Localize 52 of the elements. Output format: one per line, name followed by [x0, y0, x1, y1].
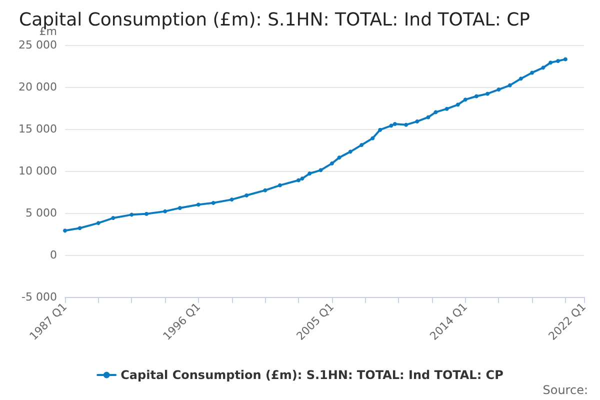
point: [426, 115, 430, 120]
point: [196, 202, 200, 207]
point: [78, 226, 82, 230]
point: [548, 60, 553, 65]
point: [96, 221, 100, 226]
point: [111, 216, 116, 220]
y-tick-label: 0: [50, 248, 57, 262]
point: [337, 156, 342, 160]
point: [474, 94, 478, 98]
y-tick-label: -5 000: [22, 290, 57, 304]
y-tick-label: 15 000: [18, 122, 57, 136]
point: [163, 209, 168, 214]
point: [463, 98, 468, 102]
point: [444, 106, 449, 111]
point: [318, 168, 323, 172]
point: [404, 122, 408, 127]
point: [178, 206, 182, 210]
point: [541, 66, 546, 70]
point: [556, 58, 560, 63]
y-tick-label: 10 000: [18, 164, 57, 178]
point: [360, 142, 364, 147]
source-note: Source:: [542, 383, 588, 397]
point: [508, 83, 512, 88]
point: [496, 88, 501, 92]
point: [330, 161, 334, 166]
point: [530, 70, 534, 75]
point: [230, 198, 234, 202]
point: [308, 172, 312, 176]
point: [486, 92, 490, 96]
point: [348, 150, 352, 154]
y-tick-label: 20 000: [18, 80, 57, 94]
point: [300, 176, 304, 181]
point: [518, 76, 523, 81]
point: [296, 178, 301, 182]
y-tick-label: 25 000: [18, 38, 57, 52]
point: [144, 212, 149, 216]
point: [370, 136, 375, 140]
point: [456, 102, 460, 107]
point: [63, 228, 67, 233]
point: [563, 57, 568, 62]
point: [415, 119, 420, 124]
legend-label: Capital Consumption (£m): S.1HN: TOTAL: Ind TOTAL: CP: [120, 368, 504, 382]
y-tick-label: 5 000: [26, 206, 57, 220]
point: [211, 200, 216, 205]
point: [278, 183, 282, 188]
point: [244, 193, 249, 198]
point: [378, 128, 382, 132]
point: [263, 188, 268, 192]
point: [434, 110, 438, 114]
point: [392, 122, 397, 126]
point: [130, 212, 134, 217]
point: [389, 124, 394, 128]
